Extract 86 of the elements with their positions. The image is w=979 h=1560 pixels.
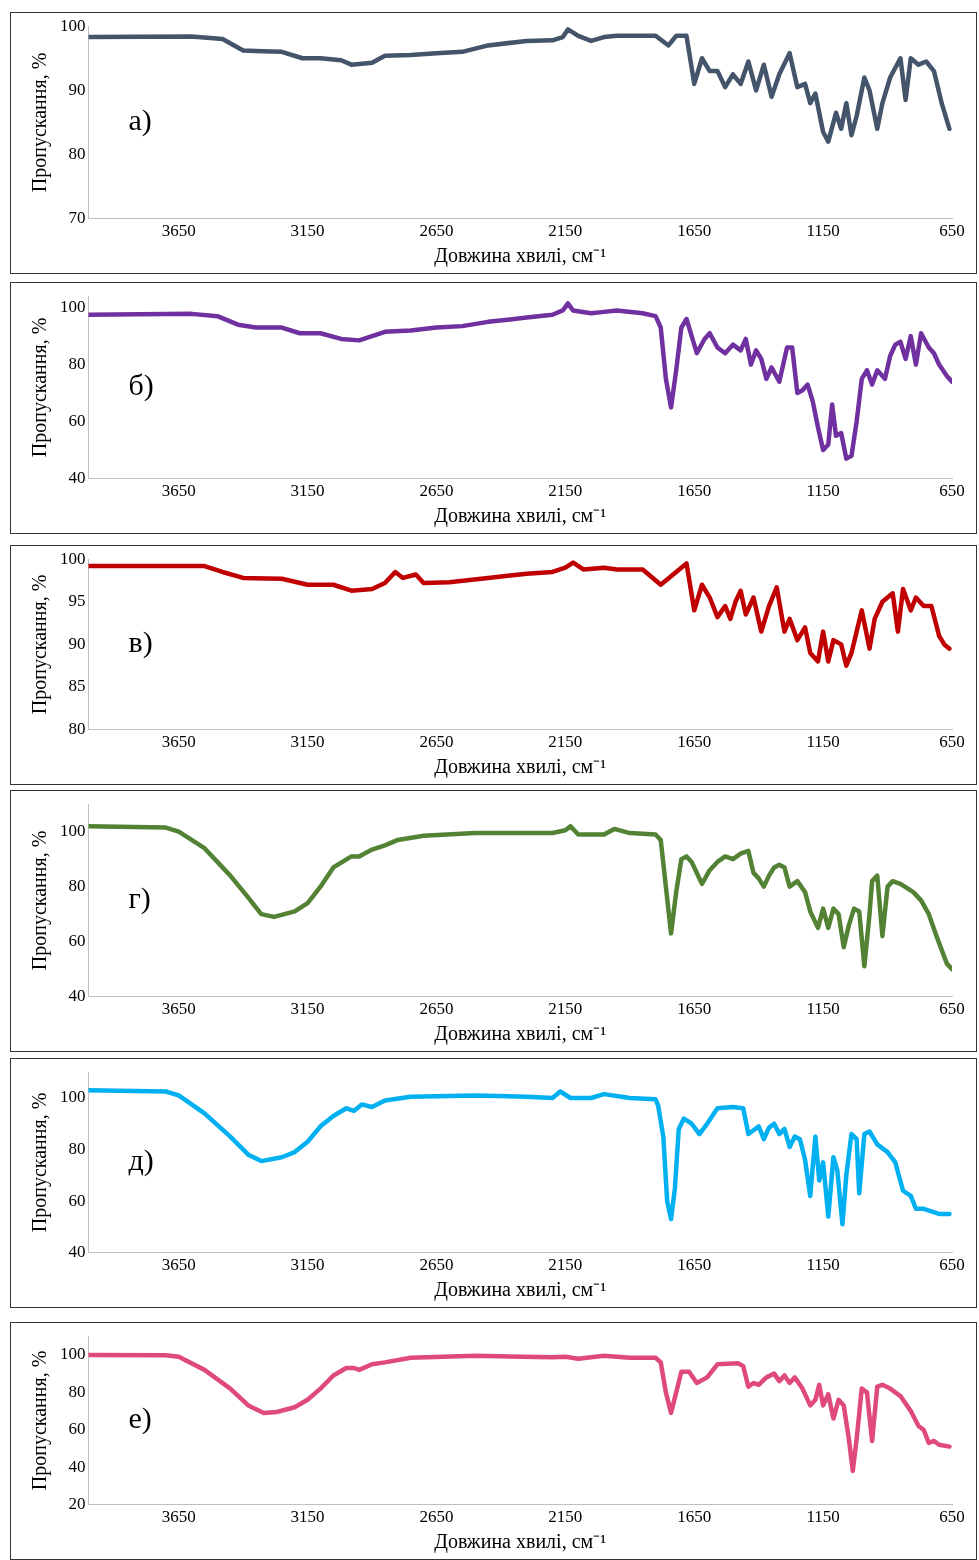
y-axis-title: Пропускання, % [28,574,52,715]
x-tick-label: 2150 [548,1507,583,1527]
y-tick-label: 100 [60,1344,86,1364]
x-tick-label: 3650 [161,221,196,241]
x-tick-label: 2650 [419,221,454,241]
x-tick-label: 650 [939,221,965,241]
y-tick-label: 95 [68,591,86,611]
x-tick-label: 3150 [290,1507,325,1527]
x-tick-label: 3650 [161,732,196,752]
annotation: е) [128,1401,152,1436]
y-tick-label: 100 [60,1087,86,1107]
y-tick-label: 100 [60,15,86,35]
x-tick-label: 3150 [290,221,325,241]
x-tick-label: 2650 [419,481,454,501]
y-tick-label: 20 [68,1494,86,1514]
x-tick-label: 1650 [677,481,712,501]
y-tick-label: 80 [68,1138,86,1158]
y-tick-label: 80 [68,719,86,739]
y-axis-title: Пропускання, % [28,52,52,193]
x-tick-label: 650 [939,732,965,752]
x-axis-title: Довжина хвилі, см⁻¹ [434,244,607,268]
y-tick-label: 100 [60,821,86,841]
y-tick-label: 60 [68,1419,86,1439]
x-tick-label: 2150 [548,999,583,1019]
y-tick-label: 40 [68,1242,86,1262]
y-axis-title: Пропускання, % [28,1092,52,1233]
x-tick-label: 2150 [548,1255,583,1275]
x-tick-label: 3650 [161,481,196,501]
x-tick-label: 1150 [806,1255,840,1275]
x-tick-label: 1150 [806,481,840,501]
x-tick-label: 2150 [548,481,583,501]
y-axis-title: Пропускання, % [28,1350,52,1491]
x-tick-label: 1650 [677,1507,712,1527]
x-tick-label: 1650 [677,1255,712,1275]
y-tick-label: 85 [68,676,86,696]
y-tick-label: 60 [68,931,86,951]
y-tick-label: 40 [68,986,86,1006]
y-tick-label: 100 [60,548,86,568]
y-tick-label: 90 [68,79,86,99]
y-tick-label: 80 [68,1381,86,1401]
x-axis-title: Довжина хвилі, см⁻¹ [434,755,607,779]
x-tick-label: 3650 [161,1507,196,1527]
y-axis-title: Пропускання, % [28,317,52,458]
x-axis-title: Довжина хвилі, см⁻¹ [434,1278,607,1302]
x-tick-label: 2650 [419,732,454,752]
x-tick-label: 2150 [548,221,583,241]
y-tick-label: 80 [68,143,86,163]
y-tick-label: 60 [68,411,86,431]
y-tick-label: 40 [68,468,86,488]
x-tick-label: 2650 [419,999,454,1019]
x-axis-title: Довжина хвилі, см⁻¹ [434,1530,607,1554]
x-tick-label: 2150 [548,732,583,752]
x-tick-label: 3650 [161,1255,196,1275]
y-tick-label: 40 [68,1456,86,1476]
x-tick-label: 650 [939,481,965,501]
x-tick-label: 1150 [806,1507,840,1527]
x-axis-title: Довжина хвилі, см⁻¹ [434,504,607,528]
x-tick-label: 650 [939,1255,965,1275]
x-tick-label: 1150 [806,221,840,241]
annotation: а) [128,103,152,138]
y-tick-label: 90 [68,633,86,653]
x-tick-label: 3150 [290,732,325,752]
x-tick-label: 3150 [290,1255,325,1275]
y-tick-label: 80 [68,876,86,896]
annotation: б) [128,368,154,403]
x-tick-label: 3650 [161,999,196,1019]
x-tick-label: 2650 [419,1507,454,1527]
x-tick-label: 1650 [677,999,712,1019]
y-tick-label: 70 [68,208,86,228]
y-axis-title: Пропускання, % [28,830,52,971]
x-tick-label: 1150 [806,999,840,1019]
y-tick-label: 80 [68,354,86,374]
annotation: д) [128,1143,154,1178]
x-tick-label: 1650 [677,221,712,241]
x-tick-label: 650 [939,1507,965,1527]
x-tick-label: 1650 [677,732,712,752]
x-axis-title: Довжина хвилі, см⁻¹ [434,1022,607,1046]
annotation: в) [128,625,153,660]
y-tick-label: 60 [68,1190,86,1210]
x-tick-label: 3150 [290,999,325,1019]
x-tick-label: 2650 [419,1255,454,1275]
x-tick-label: 650 [939,999,965,1019]
y-tick-label: 100 [60,297,86,317]
annotation: г) [128,881,151,916]
x-tick-label: 3150 [290,481,325,501]
x-tick-label: 1150 [806,732,840,752]
